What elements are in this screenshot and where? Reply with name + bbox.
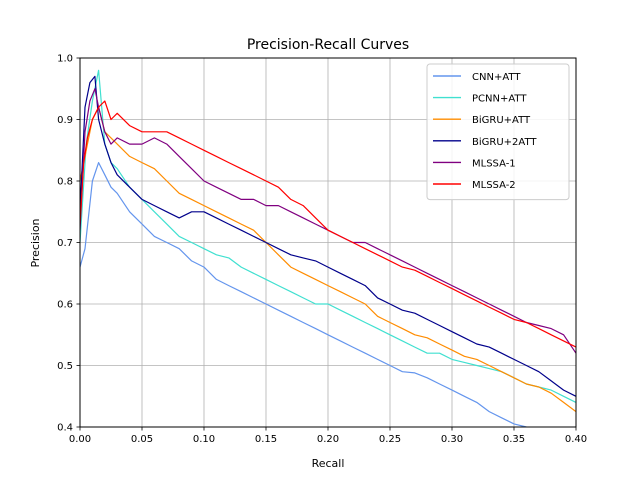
legend-box bbox=[426, 63, 570, 201]
x-tick-label: 0.35 bbox=[503, 434, 525, 445]
y-tick-label: 0.9 bbox=[57, 115, 73, 126]
x-tick-label: 0.25 bbox=[379, 434, 401, 445]
x-tick-label: 0.05 bbox=[131, 434, 153, 445]
x-tick-label: 0.20 bbox=[317, 434, 339, 445]
y-tick-label: 0.6 bbox=[57, 300, 73, 311]
legend-label-bigru-2att: BiGRU+2ATT bbox=[472, 137, 537, 148]
legend-label-mlssa-2: MLSSA-2 bbox=[472, 180, 516, 191]
y-tick-label: 0.8 bbox=[57, 177, 73, 188]
series-line-mlssa-2 bbox=[80, 100, 576, 348]
series-line-bigru-2att bbox=[80, 75, 576, 397]
x-tick-label: 0.00 bbox=[69, 434, 91, 445]
x-axis-label: Recall bbox=[312, 457, 345, 470]
y-tick-label: 0.4 bbox=[57, 423, 73, 434]
x-tick-label: 0.40 bbox=[565, 434, 587, 445]
legend: CNN+ATT PCNN+ATT BiGRU+ATT BiGRU+2ATT MLSSA-… bbox=[426, 63, 570, 201]
x-tick-label: 0.15 bbox=[255, 434, 277, 445]
x-tick-label: 0.30 bbox=[441, 434, 463, 445]
legend-label-bigru-att: BiGRU+ATT bbox=[472, 115, 531, 126]
y-tick-label: 1.0 bbox=[57, 54, 73, 65]
series-line-bigru-att bbox=[80, 106, 576, 413]
x-tick-label: 0.10 bbox=[193, 434, 215, 445]
chart-title: Precision-Recall Curves bbox=[247, 37, 409, 53]
legend-label-pcnn-att: PCNN+ATT bbox=[472, 94, 527, 105]
y-tick-label: 0.7 bbox=[57, 238, 73, 249]
legend-label-cnn-att: CNN+ATT bbox=[472, 72, 521, 83]
series-line-mlssa-1 bbox=[80, 88, 576, 354]
series-lines bbox=[80, 69, 576, 427]
ticks: 0.00 0.05 0.10 0.15 0.20 0.25 0.30 0.35 0.40 0.4 0… bbox=[57, 54, 587, 446]
y-axis-label: Precision bbox=[29, 218, 42, 267]
series-line-cnn-att bbox=[80, 162, 527, 427]
legend-label-mlssa-1: MLSSA-1 bbox=[472, 158, 516, 169]
y-tick-label: 0.5 bbox=[57, 361, 73, 372]
